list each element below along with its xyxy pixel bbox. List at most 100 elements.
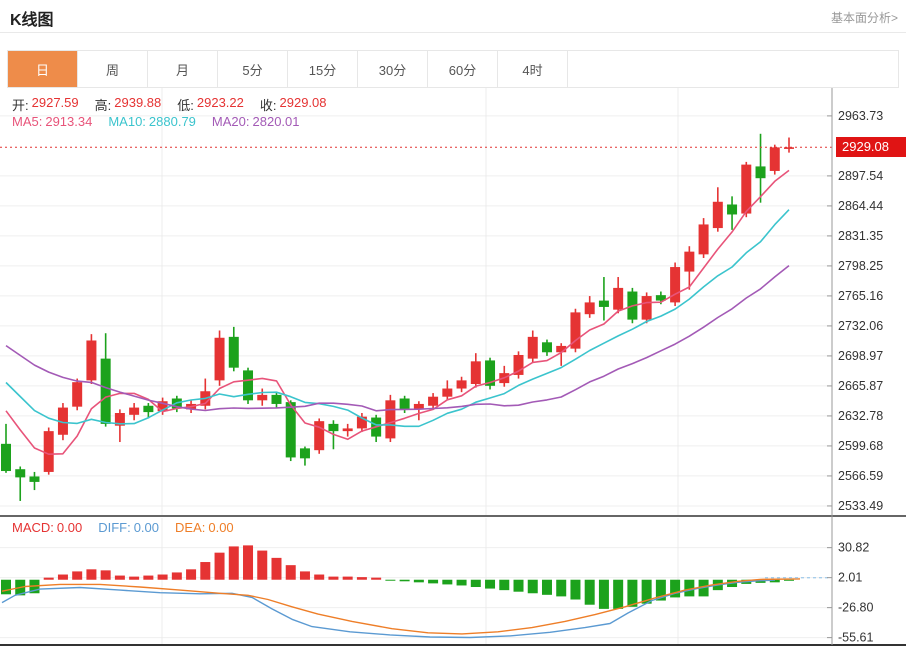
candle-body <box>100 358 111 424</box>
open-label: 开: <box>12 98 29 113</box>
candle-body <box>755 166 766 179</box>
candle-body <box>613 287 624 310</box>
candle-body <box>157 401 168 412</box>
macd-bar <box>342 576 353 580</box>
candlestick-chart[interactable]: 2963.73 2897.54 2864.44 2831.35 2798.25 2765.… <box>0 88 906 648</box>
candle-body <box>655 295 666 301</box>
axis-tick-label: 2698.97 <box>838 349 883 363</box>
candle-body <box>670 267 681 303</box>
candle-body <box>741 164 752 214</box>
tab-bar-filler <box>568 51 898 87</box>
candle-body <box>513 354 524 375</box>
low-label: 低: <box>177 98 194 113</box>
macd-bar <box>499 579 510 591</box>
macd-bar <box>385 579 396 581</box>
ma5-line <box>5 169 790 456</box>
macd-bar <box>399 579 410 582</box>
macd-bar <box>371 577 382 580</box>
macd-bar <box>214 552 225 580</box>
macd-bar <box>470 579 481 588</box>
macd-bar <box>100 570 111 580</box>
macd-bar <box>1 579 11 595</box>
macd-bar <box>228 546 239 580</box>
macd-bar <box>257 550 268 580</box>
tab-15分[interactable]: 15分 <box>288 51 358 87</box>
axis-tick-label: 2765.16 <box>838 289 883 303</box>
macd-bar <box>57 574 68 580</box>
macd-label: MACD: <box>12 520 54 535</box>
macd-bar <box>299 571 310 580</box>
candle-body <box>214 337 225 381</box>
candle-body <box>328 423 339 432</box>
ma10-value: 2880.79 <box>148 114 196 129</box>
candle-body <box>43 431 54 472</box>
tab-bar: 日周月 5分 15分 30分 60分 4时 <box>7 50 899 88</box>
candle-body <box>456 380 467 389</box>
macd-bar <box>541 579 552 595</box>
candle-body <box>556 345 567 353</box>
axis-tick-label: 2665.87 <box>838 379 883 393</box>
ohlc-row: 开: 2927.59 高: 2939.88 低: 2923.22 收: 2929.08 <box>12 95 327 114</box>
candle-body <box>684 251 695 272</box>
candle-body <box>413 403 424 410</box>
candle-body <box>385 400 396 439</box>
macd-bar <box>627 579 638 607</box>
macd-bar <box>570 579 581 600</box>
candle-body <box>29 476 40 482</box>
axis-tick-label: 2897.54 <box>838 169 883 183</box>
high-value: 2939.88 <box>114 95 162 110</box>
axis-tick-label: 2599.68 <box>838 439 883 453</box>
macd-bar <box>72 571 83 580</box>
diff-label: DIFF: <box>98 520 131 535</box>
diff-value: 0.00 <box>133 520 160 535</box>
tab-30分[interactable]: 30分 <box>358 51 428 87</box>
tab-周[interactable]: 周 <box>78 51 148 87</box>
tab-日[interactable]: 日 <box>8 51 78 87</box>
candle-body <box>641 296 652 320</box>
macd-bar <box>86 569 97 580</box>
candle-body <box>228 336 239 368</box>
candle-body <box>784 147 794 149</box>
axis-tick-label: 2831.35 <box>838 229 883 243</box>
macd-value: 0.00 <box>56 520 83 535</box>
macd-bar <box>456 579 467 586</box>
axis-tick-label: -26.80 <box>838 601 873 615</box>
macd-bar <box>598 579 609 609</box>
candle-body <box>428 396 439 406</box>
axis-tick-label: 2632.78 <box>838 409 883 423</box>
candle-body <box>712 201 723 229</box>
close-value: 2929.08 <box>279 95 327 110</box>
macd-histogram <box>1 545 794 609</box>
candle-body <box>243 370 254 401</box>
fundamental-analysis-link[interactable]: 基本面分析> <box>830 11 898 25</box>
macd-bar <box>143 575 154 580</box>
tab-60分[interactable]: 60分 <box>428 51 498 87</box>
ma5-label: MA5: <box>12 114 43 129</box>
axis-tick-label: 2.01 <box>838 571 862 585</box>
macd-bar <box>43 577 54 580</box>
candle-body <box>86 340 97 381</box>
axes: 2963.73 2897.54 2864.44 2831.35 2798.25 2765.… <box>0 88 906 646</box>
ma20-label: MA20: <box>211 114 250 129</box>
macd-bar <box>655 579 666 601</box>
candle-body <box>399 398 410 410</box>
macd-bar <box>157 574 168 580</box>
candle-body <box>570 312 581 349</box>
macd-bar <box>243 545 254 580</box>
open-value: 2927.59 <box>31 95 79 110</box>
macd-bar <box>556 579 567 597</box>
macd-bar <box>356 577 367 580</box>
ma10-line <box>5 209 790 428</box>
macd-bar <box>328 576 339 580</box>
candles <box>1 133 794 501</box>
candle-body <box>698 224 709 255</box>
candle-body <box>769 147 780 171</box>
macd-bar <box>428 579 439 584</box>
macd-bar <box>784 579 794 581</box>
tab-4时[interactable]: 4时 <box>498 51 568 87</box>
tab-5分[interactable]: 5分 <box>218 51 288 87</box>
tab-月[interactable]: 月 <box>148 51 218 87</box>
candle-body <box>72 382 83 407</box>
candle-body <box>442 388 453 397</box>
macd-bar <box>314 574 325 580</box>
